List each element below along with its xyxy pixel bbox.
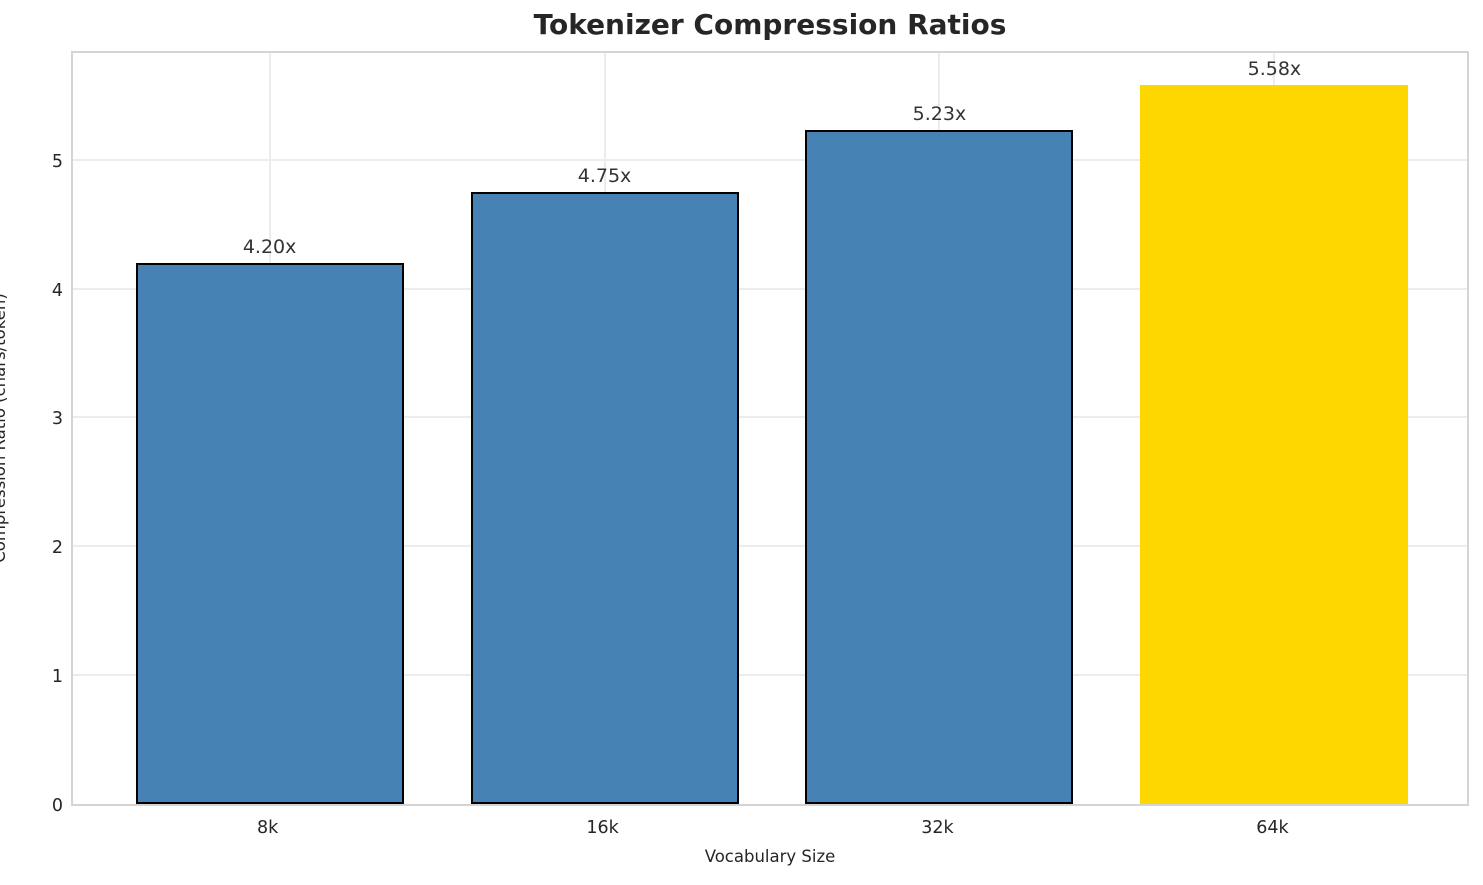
horizontal-gridline (73, 158, 1467, 161)
bar-64k (1140, 84, 1409, 804)
horizontal-gridline (73, 674, 1467, 677)
bar-8k (135, 262, 404, 804)
y-tick-label: 1 (51, 667, 63, 688)
horizontal-gridline (73, 416, 1467, 419)
y-tick-label: 2 (51, 538, 63, 559)
x-tick-label-32k: 32k (921, 818, 954, 838)
bar-value-label: 4.75x (577, 164, 632, 187)
y-tick-label: 5 (51, 151, 63, 172)
x-tick-label-64k: 64k (1256, 818, 1289, 838)
y-axis-label: Compression Ratio (chars/token) (0, 293, 9, 563)
bar-value-label: 5.23x (912, 103, 967, 126)
bar-16k (470, 191, 739, 804)
y-tick-label: 4 (51, 280, 63, 301)
bar-32k (805, 130, 1074, 804)
plot-area: 4.20x 4.75x 5.23x 5.58x (71, 51, 1469, 806)
x-tick-label-8k: 8k (256, 818, 279, 838)
horizontal-gridline (73, 287, 1467, 290)
x-tick-label-16k: 16k (586, 818, 619, 838)
chart-title: Tokenizer Compression Ratios (533, 8, 1007, 41)
y-tick-label: 0 (51, 796, 63, 816)
horizontal-gridline (73, 545, 1467, 548)
x-axis-label: Vocabulary Size (704, 847, 836, 866)
y-tick-label: 3 (51, 409, 63, 430)
bar-value-label: 4.20x (242, 235, 297, 258)
bar-value-label: 5.58x (1247, 57, 1302, 80)
